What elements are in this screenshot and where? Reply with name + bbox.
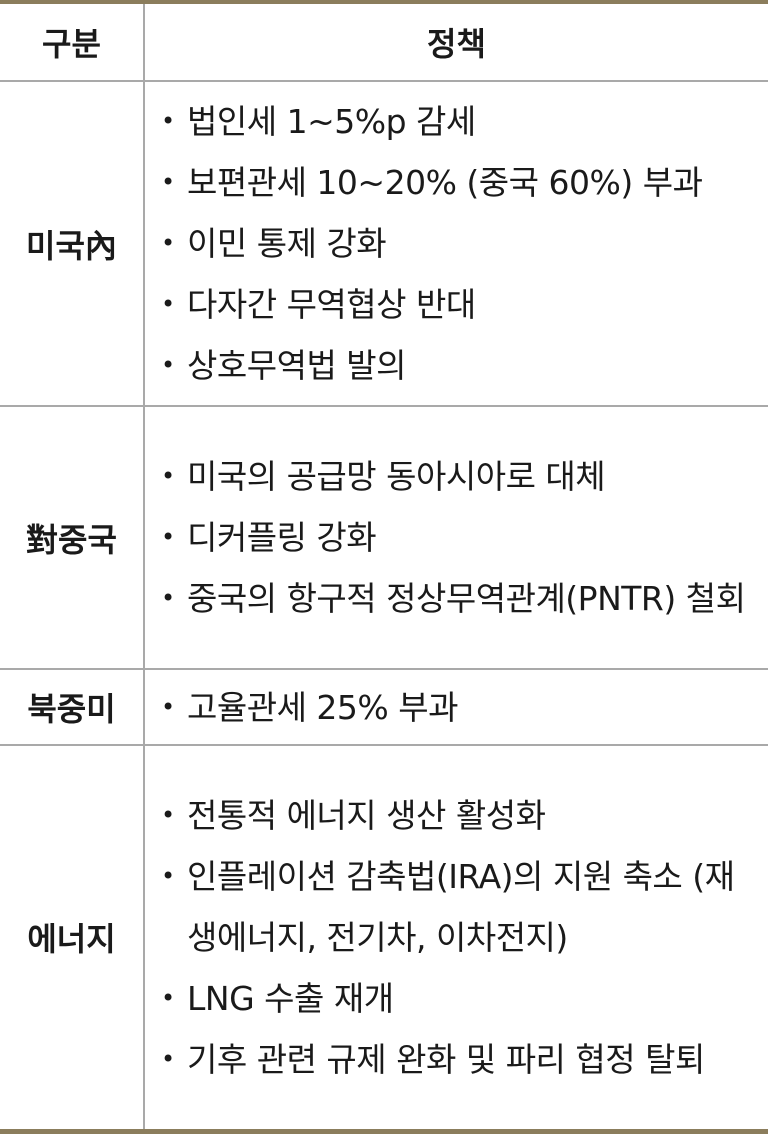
list-item: 고율관세 25% 부과 — [161, 677, 768, 738]
list-item: 보편관세 10~20% (중국 60%) 부과 — [161, 152, 768, 213]
table-row: 에너지 전통적 에너지 생산 활성화 인플레이션 감축법(IRA)의 지원 축소… — [0, 744, 768, 1131]
row-category: 북중미 — [0, 668, 145, 745]
table-row: 對중국 미국의 공급망 동아시아로 대체 디커플링 강화 중국의 항구적 정상무… — [0, 405, 768, 669]
list-item: 다자간 무역협상 반대 — [161, 274, 768, 335]
policy-list: 미국의 공급망 동아시아로 대체 디커플링 강화 중국의 항구적 정상무역관계(… — [145, 446, 768, 629]
table-row: 북중미 고율관세 25% 부과 — [0, 668, 768, 745]
header-category: 구분 — [0, 2, 145, 81]
list-item: 이민 통제 강화 — [161, 213, 768, 274]
list-item: 법인세 1~5%p 감세 — [161, 91, 768, 152]
policy-list: 고율관세 25% 부과 — [145, 677, 768, 738]
header-policy: 정책 — [427, 25, 486, 63]
list-item: 미국의 공급망 동아시아로 대체 — [161, 446, 768, 507]
table-row: 미국內 법인세 1~5%p 감세 보편관세 10~20% (중국 60%) 부과… — [0, 80, 768, 406]
policy-list: 전통적 에너지 생산 활성화 인플레이션 감축법(IRA)의 지원 축소 (재생… — [145, 785, 768, 1090]
list-item: 상호무역법 발의 — [161, 335, 768, 396]
list-item: 중국의 항구적 정상무역관계(PNTR) 철회 — [161, 568, 747, 629]
row-category: 에너지 — [0, 744, 145, 1131]
table-header-row: 구분 정책 — [0, 2, 768, 81]
row-category: 미국內 — [0, 80, 145, 406]
row-category: 對중국 — [0, 405, 145, 669]
list-item: 전통적 에너지 생산 활성화 — [161, 785, 768, 846]
list-item: 인플레이션 감축법(IRA)의 지원 축소 (재생에너지, 전기차, 이차전지) — [161, 846, 757, 968]
list-item: 기후 관련 규제 완화 및 파리 협정 탈퇴 — [161, 1029, 727, 1090]
policy-list: 법인세 1~5%p 감세 보편관세 10~20% (중국 60%) 부과 이민 … — [145, 91, 768, 396]
list-item: LNG 수출 재개 — [161, 968, 768, 1029]
list-item: 디커플링 강화 — [161, 507, 768, 568]
